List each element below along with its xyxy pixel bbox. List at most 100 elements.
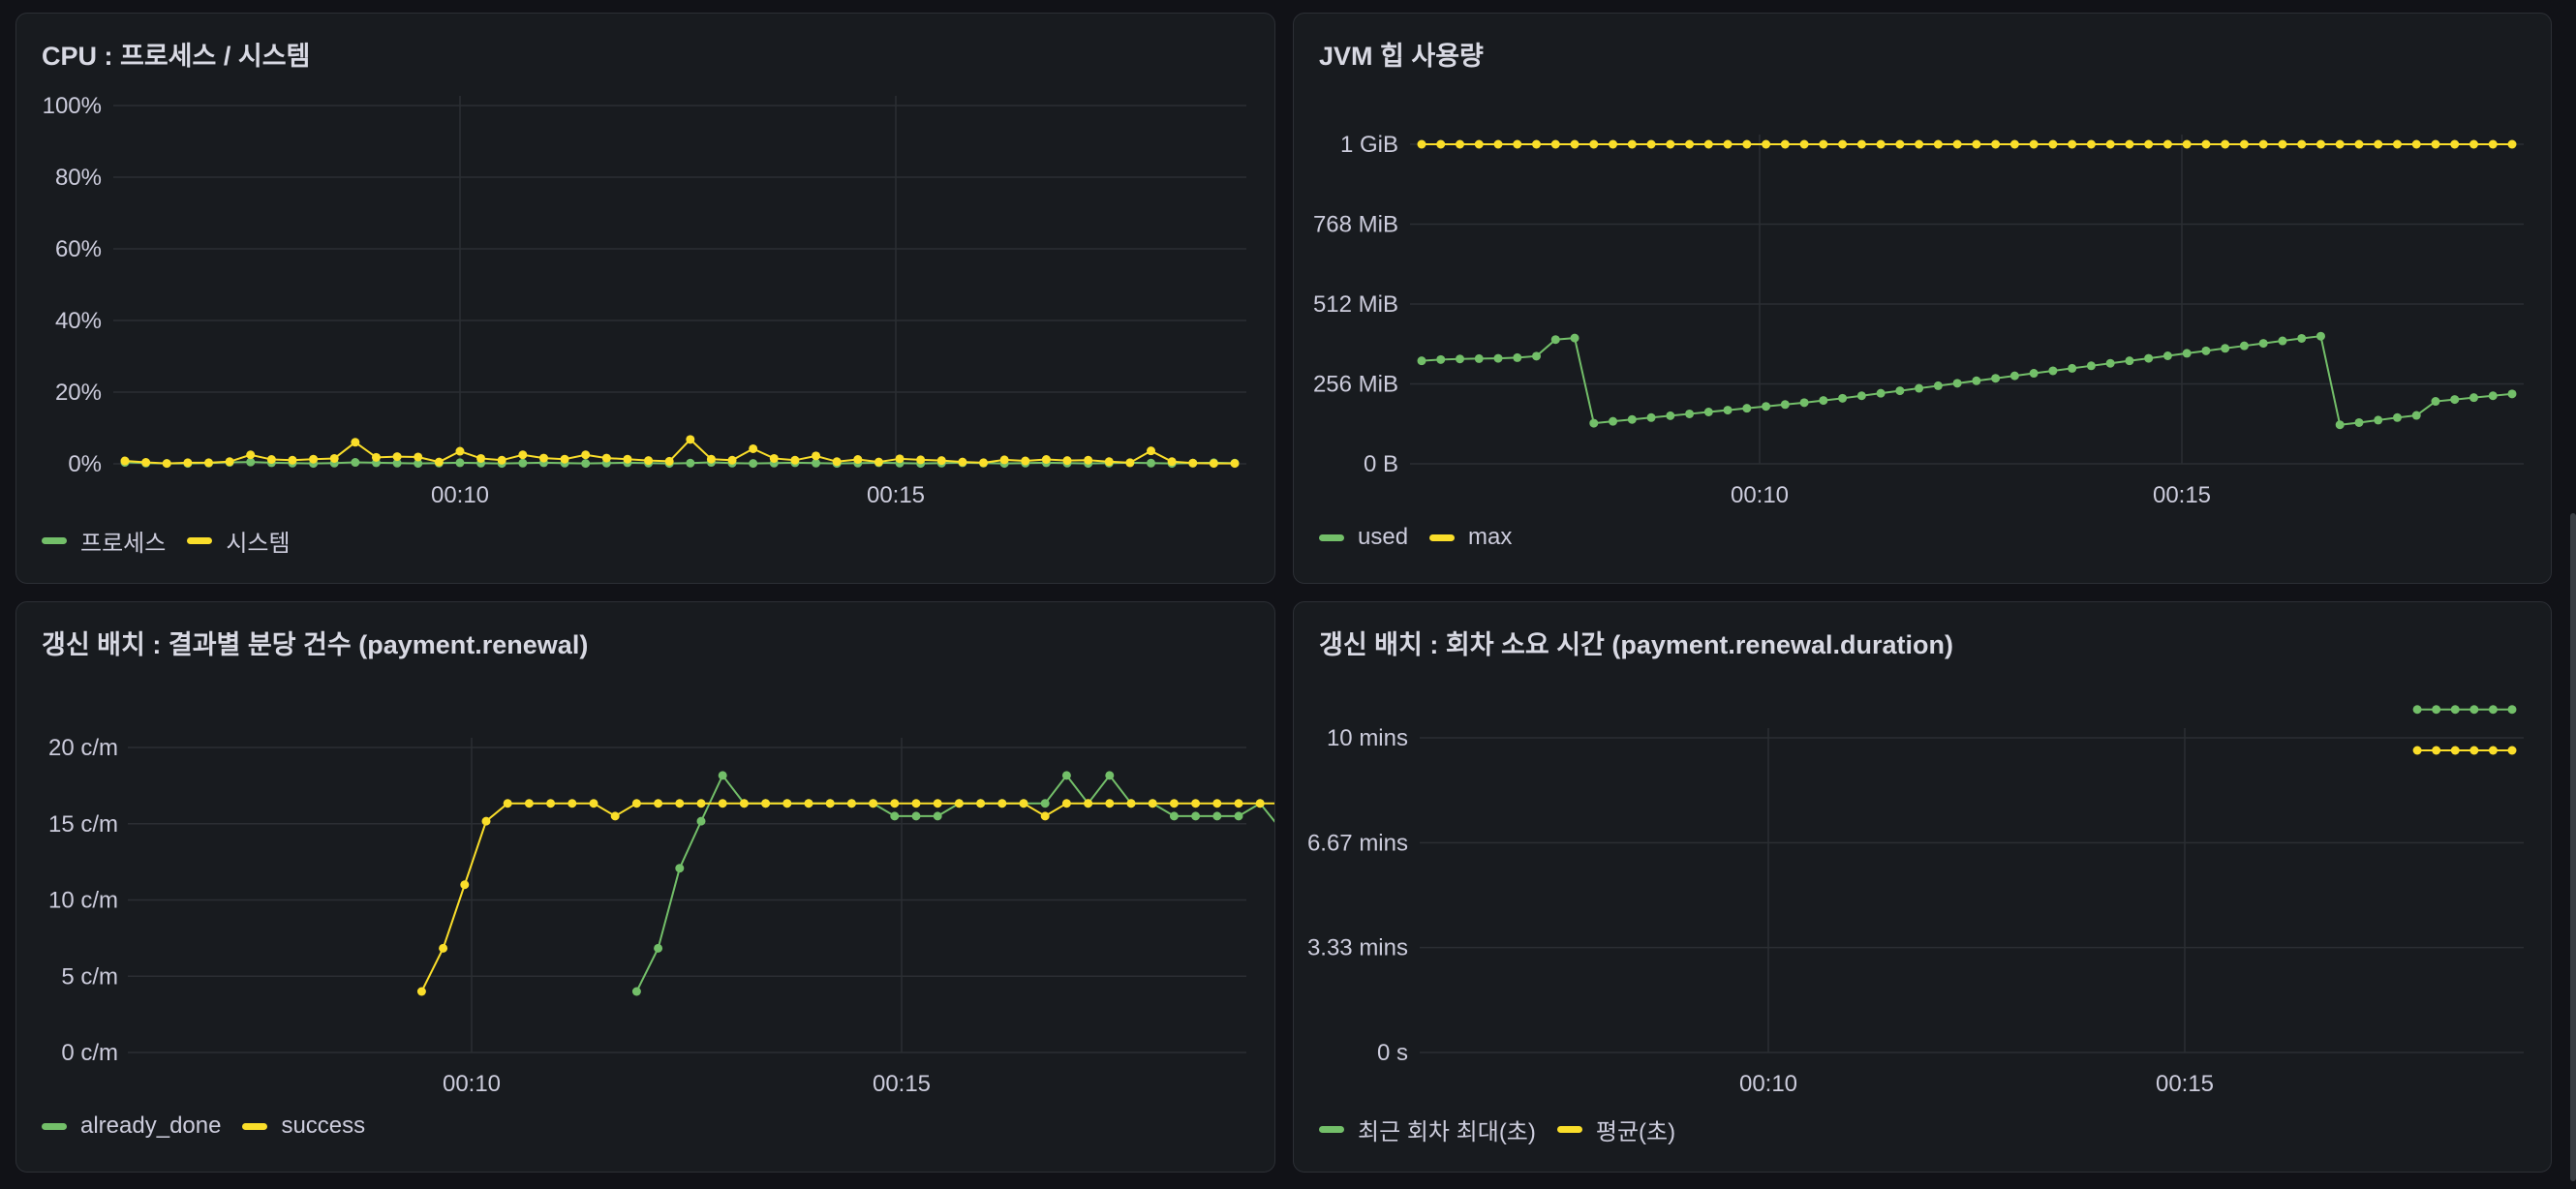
data-point	[1838, 393, 1848, 403]
series-평균(초)	[2412, 746, 2517, 755]
data-point	[1933, 381, 1943, 390]
data-point	[1780, 139, 1790, 149]
data-point	[2029, 139, 2039, 149]
data-point	[1148, 799, 1157, 808]
legend-item-already-done[interactable]: already_done	[42, 1113, 221, 1140]
data-point	[481, 816, 491, 826]
legend-item-system[interactable]: 시스템	[187, 524, 291, 558]
cpu-panel: CPU : 프로세스 / 시스템 0% 20% 40% 60% 80% 100% 00:10…	[15, 13, 1275, 584]
data-point	[1105, 799, 1115, 808]
renewal-legend: already_done success	[42, 1113, 365, 1140]
data-point	[203, 458, 213, 468]
data-point	[654, 799, 663, 808]
legend-item-max[interactable]: max	[1429, 524, 1512, 551]
legend-swatch	[42, 1122, 67, 1130]
data-point	[1532, 139, 1542, 149]
jvm-heap-chart: 0 B 256 MiB 512 MiB 768 MiB 1 GiB 00:10 00:15	[1313, 132, 2524, 508]
data-point	[351, 438, 360, 447]
y-tick-label: 80%	[55, 165, 102, 191]
y-tick-label: 0 s	[1377, 1040, 1408, 1066]
data-point	[1104, 457, 1114, 467]
data-point	[825, 799, 835, 808]
data-point	[1991, 139, 2001, 149]
data-point	[1685, 409, 1695, 418]
data-point	[1493, 139, 1503, 149]
x-tick-label: 00:10	[1739, 1071, 1797, 1097]
legend-label: 시스템	[226, 531, 291, 557]
legend-label: used	[1358, 524, 1409, 550]
legend-item-used[interactable]: used	[1319, 524, 1408, 551]
x-tick-label: 00:10	[431, 482, 489, 508]
renewal-count-chart: 0 c/m 5 c/m 10 c/m 15 c/m 20 c/m 00:10 00:15	[48, 735, 1274, 1097]
data-point	[2374, 415, 2383, 425]
data-point	[2105, 358, 2115, 368]
data-point	[2488, 391, 2498, 401]
data-point	[769, 453, 779, 463]
y-tick-label: 5 c/m	[61, 963, 118, 990]
data-point	[846, 799, 856, 808]
data-point	[1819, 396, 1828, 406]
data-point	[1570, 333, 1579, 343]
legend-swatch	[42, 537, 67, 544]
data-point	[2412, 705, 2422, 715]
data-point	[1915, 383, 1924, 393]
data-point	[1589, 139, 1599, 149]
data-point	[2335, 139, 2345, 149]
grid-lines	[1410, 135, 2524, 465]
data-point	[1952, 379, 1962, 388]
data-point	[739, 799, 749, 808]
y-tick-label: 0 B	[1364, 451, 1398, 477]
legend-item-success[interactable]: success	[242, 1113, 365, 1140]
data-point	[439, 943, 448, 953]
data-point	[2450, 705, 2460, 715]
data-point	[696, 799, 706, 808]
data-point	[2162, 351, 2172, 360]
data-point	[610, 811, 620, 821]
data-point	[2086, 361, 2096, 371]
legend-item-process[interactable]: 프로세스	[42, 524, 166, 558]
data-point	[1474, 353, 1484, 363]
y-tick-label: 0 c/m	[61, 1040, 118, 1066]
data-point	[1061, 799, 1071, 808]
data-point	[1456, 354, 1465, 364]
data-point	[675, 864, 685, 873]
data-point	[1723, 139, 1733, 149]
data-point	[601, 453, 611, 463]
data-point	[790, 455, 800, 465]
data-point	[916, 455, 926, 465]
data-point	[581, 459, 591, 469]
legend-label: already_done	[80, 1113, 222, 1139]
data-point	[2488, 746, 2498, 755]
data-point	[2144, 139, 2154, 149]
data-point	[958, 457, 967, 467]
data-point	[1762, 402, 1771, 412]
legend-swatch	[242, 1122, 268, 1130]
data-point	[1685, 139, 1695, 149]
data-point	[1125, 458, 1135, 468]
y-tick-label: 512 MiB	[1313, 291, 1398, 318]
legend-item-recent-max[interactable]: 최근 회차 최대(초)	[1319, 1113, 1536, 1146]
data-point	[392, 452, 402, 462]
data-point	[997, 799, 1007, 808]
data-point	[2086, 139, 2096, 149]
data-point	[2507, 746, 2517, 755]
data-point	[1084, 455, 1093, 465]
data-point	[2315, 331, 2325, 341]
data-point	[2048, 139, 2058, 149]
data-point	[2469, 746, 2479, 755]
data-point	[1456, 139, 1465, 149]
data-point	[890, 799, 900, 808]
data-point	[1230, 459, 1240, 469]
data-point	[2431, 397, 2440, 407]
series-최근 회차 최대(초)	[2412, 705, 2517, 715]
page-scrollbar[interactable]	[2570, 513, 2576, 1181]
series-line	[635, 773, 1274, 992]
legend-item-average[interactable]: 평균(초)	[1556, 1113, 1675, 1146]
data-point	[979, 458, 989, 468]
data-point	[1212, 811, 1222, 821]
y-tick-label: 10 c/m	[48, 888, 118, 914]
data-point	[1041, 455, 1051, 465]
data-point	[1417, 356, 1426, 366]
data-point	[460, 880, 470, 890]
y-tick-label: 40%	[55, 308, 102, 334]
